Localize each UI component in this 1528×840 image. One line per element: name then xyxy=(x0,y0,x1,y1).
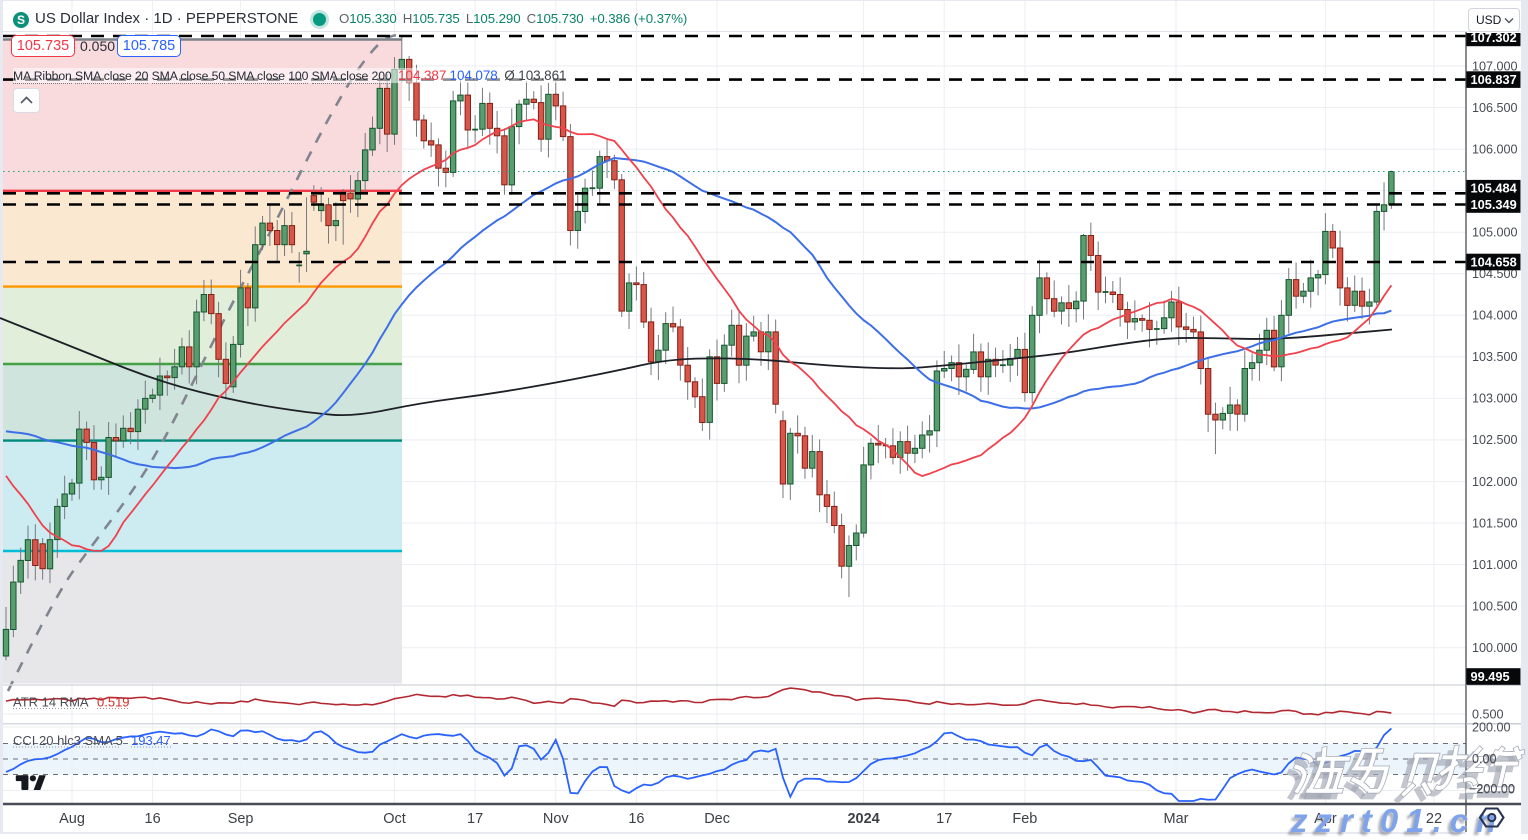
svg-text:17: 17 xyxy=(936,811,952,827)
svg-text:22: 22 xyxy=(1426,811,1442,827)
svg-text:CCI 20 hlc3 SMA 5: CCI 20 hlc3 SMA 5 xyxy=(13,733,123,748)
svg-text:200.00: 200.00 xyxy=(1472,720,1511,734)
svg-text:105.484: 105.484 xyxy=(1471,181,1518,196)
svg-text:107.302: 107.302 xyxy=(1471,30,1517,45)
svg-text:ATR 14 RMA: ATR 14 RMA xyxy=(13,695,89,710)
svg-text:100.500: 100.500 xyxy=(1472,599,1518,613)
svg-text:103.000: 103.000 xyxy=(1472,392,1518,406)
svg-text:105.349: 105.349 xyxy=(1471,197,1517,212)
svg-text:103.500: 103.500 xyxy=(1472,350,1518,364)
svg-text:Mar: Mar xyxy=(1164,811,1189,827)
svg-text:Aug: Aug xyxy=(59,811,85,827)
svg-text:193.47: 193.47 xyxy=(131,733,171,748)
svg-text:99.495: 99.495 xyxy=(1471,669,1510,684)
svg-text:Feb: Feb xyxy=(1012,811,1037,827)
svg-text:107.000: 107.000 xyxy=(1472,59,1518,73)
svg-text:105.000: 105.000 xyxy=(1472,226,1518,240)
svg-text:101.500: 101.500 xyxy=(1472,516,1518,530)
svg-text:104.500: 104.500 xyxy=(1472,267,1518,281)
svg-text:101.000: 101.000 xyxy=(1472,558,1518,572)
svg-text:2024: 2024 xyxy=(847,811,879,827)
svg-text:106.500: 106.500 xyxy=(1472,101,1518,115)
svg-text:Dec: Dec xyxy=(704,811,730,827)
svg-text:16: 16 xyxy=(628,811,644,827)
svg-text:Oct: Oct xyxy=(383,811,406,827)
svg-text:Apr: Apr xyxy=(1314,811,1337,827)
svg-text:Sep: Sep xyxy=(228,811,254,827)
svg-text:102.000: 102.000 xyxy=(1472,475,1518,489)
svg-text:104.658: 104.658 xyxy=(1471,255,1517,270)
svg-text:16: 16 xyxy=(145,811,161,827)
svg-text:106.837: 106.837 xyxy=(1471,72,1517,87)
svg-text:Nov: Nov xyxy=(543,811,570,827)
svg-text:100.000: 100.000 xyxy=(1472,641,1518,655)
svg-text:104.000: 104.000 xyxy=(1472,309,1518,323)
svg-text:0.500: 0.500 xyxy=(1472,707,1504,721)
svg-text:106.000: 106.000 xyxy=(1472,142,1518,156)
svg-text:0.519: 0.519 xyxy=(97,695,130,710)
svg-text:17: 17 xyxy=(467,811,483,827)
svg-text:102.500: 102.500 xyxy=(1472,433,1518,447)
